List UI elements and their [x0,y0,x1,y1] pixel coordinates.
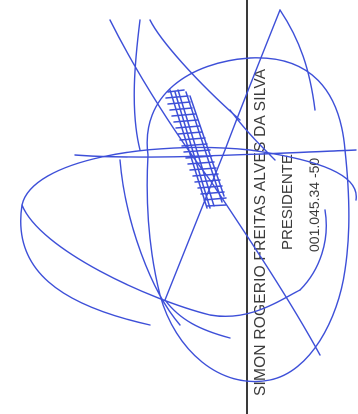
signature-line [246,0,248,414]
